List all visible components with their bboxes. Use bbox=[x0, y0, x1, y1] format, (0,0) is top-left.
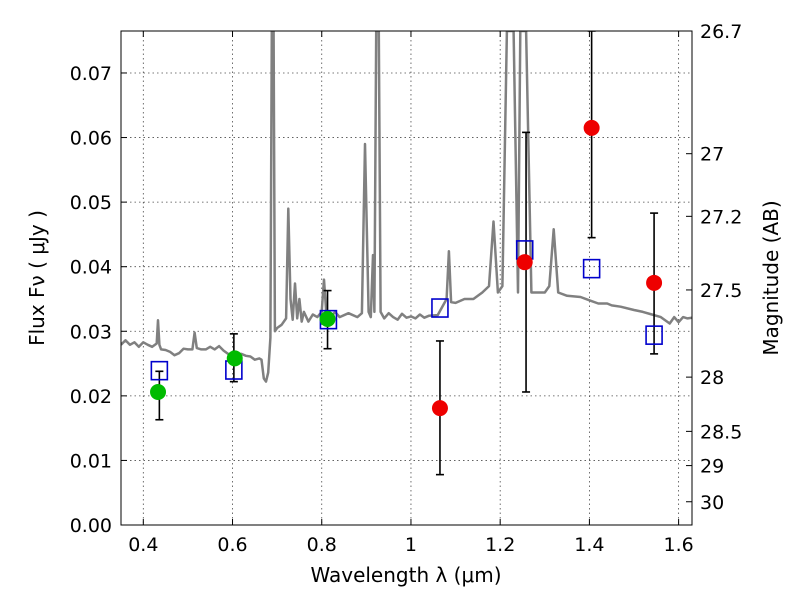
model-square-marker bbox=[150, 360, 169, 381]
right-tick-label: 29 bbox=[700, 456, 724, 478]
right-tick-label: 30 bbox=[700, 492, 724, 514]
right-tick-label: 28.5 bbox=[700, 421, 742, 443]
data-layer bbox=[121, 31, 692, 476]
red-point-marker bbox=[646, 274, 663, 291]
x-tick-label: 0.8 bbox=[307, 534, 337, 556]
green-point-marker bbox=[226, 350, 243, 367]
y-axis-right-label: Magnitude (AB) bbox=[759, 200, 783, 355]
right-tick-label: 27.5 bbox=[700, 280, 742, 302]
y-axis-label: Flux Fν ( μJy ) bbox=[25, 210, 49, 346]
right-tick-label: 27 bbox=[700, 144, 724, 166]
grid bbox=[121, 31, 692, 525]
right-tick-label: 26.7 bbox=[700, 21, 742, 43]
model-square-marker bbox=[582, 258, 601, 279]
x-axis-label: Wavelength λ (μm) bbox=[310, 563, 501, 587]
y-tick-label: 0.03 bbox=[70, 321, 112, 343]
x-tick-label: 1.4 bbox=[574, 534, 604, 556]
x-tick-label: 0.4 bbox=[128, 534, 158, 556]
y-tick-label: 0.04 bbox=[70, 257, 112, 279]
model-square-marker bbox=[645, 325, 663, 345]
red-point-marker bbox=[431, 400, 448, 417]
x-tick-label: 1.2 bbox=[485, 534, 515, 556]
y-tick-label: 0.07 bbox=[70, 63, 112, 85]
axes: 0.4 0.6 0.8 1 1.2 1.4 1.6 0.00 0.01 0.02 0.03 0.04 0… bbox=[70, 21, 743, 556]
y-tick-label: 0.00 bbox=[70, 515, 112, 537]
y-tick-label: 0.05 bbox=[70, 192, 112, 214]
red-point-marker bbox=[583, 119, 600, 136]
y-tick-label: 0.01 bbox=[70, 450, 112, 472]
x-tick-label: 1.6 bbox=[664, 534, 694, 556]
right-tick-label: 27.2 bbox=[700, 206, 742, 228]
green-point-marker bbox=[319, 311, 336, 328]
green-point-marker bbox=[150, 383, 167, 400]
y-tick-label: 0.06 bbox=[70, 128, 112, 150]
model-square-marker bbox=[431, 298, 449, 318]
x-tick-label: 1 bbox=[405, 534, 417, 556]
spectrum-line bbox=[121, 31, 692, 383]
y-tick-label: 0.02 bbox=[70, 386, 112, 408]
x-tick-label: 0.6 bbox=[217, 534, 247, 556]
right-tick-label: 28 bbox=[700, 367, 724, 389]
plot-frame bbox=[120, 30, 693, 526]
red-point-marker bbox=[516, 254, 533, 271]
